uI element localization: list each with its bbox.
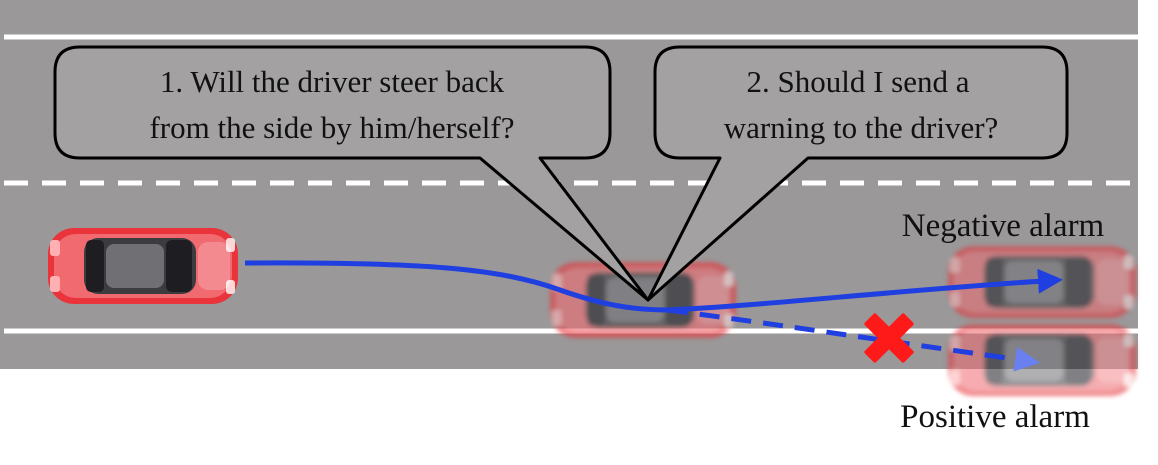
- bubble-1-line-1: 1. Will the driver steer back: [160, 64, 505, 99]
- negative-alarm-label: Negative alarm: [902, 208, 1105, 244]
- trajectory-solid: [244, 260, 1063, 313]
- bubble-1-line-2: from the side by him/herself?: [149, 110, 514, 145]
- red-x-icon: [864, 313, 914, 363]
- thought-bubble-1: 1. Will the driver steer back from the s…: [53, 45, 650, 302]
- ghost-car-middle: [550, 262, 737, 338]
- ghost-car-positive: [948, 324, 1137, 397]
- bubble-2-line-1: 2. Should I send a: [746, 64, 969, 99]
- thought-bubble-2: 2. Should I send a warning to the driver…: [646, 45, 1069, 302]
- bubble-2-line-2: warning to the driver?: [724, 110, 999, 145]
- positive-alarm-label: Positive alarm: [900, 399, 1090, 435]
- trajectory-dashed: [667, 307, 1040, 372]
- car-topdown-icon: [48, 228, 238, 304]
